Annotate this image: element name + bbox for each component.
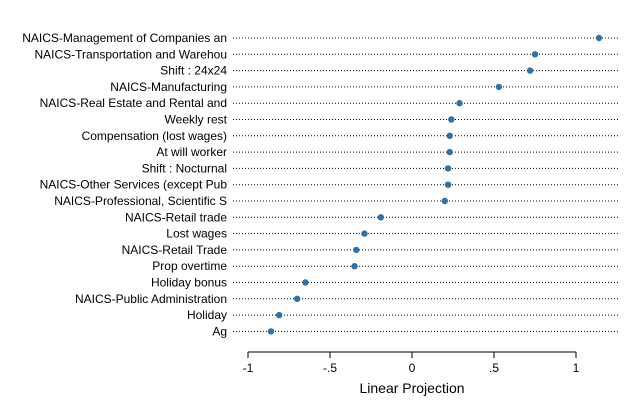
- category-label: Prop overtime: [152, 259, 227, 273]
- data-point: [448, 116, 455, 123]
- category-labels: NAICS-Management of Companies an NAICS-Tr…: [22, 31, 227, 338]
- data-point: [267, 328, 275, 335]
- category-label: Holiday: [187, 308, 227, 322]
- category-label: Compensation (lost wages): [82, 129, 227, 143]
- category-label: NAICS-Transportation and Warehou: [34, 47, 227, 61]
- x-tick-label: -1: [243, 361, 254, 375]
- x-tick-label: .5: [489, 361, 499, 375]
- category-label: Shift : Nocturnal: [142, 161, 227, 175]
- category-label: NAICS-Retail trade: [125, 210, 227, 224]
- category-label: NAICS-Public Administration: [75, 292, 227, 306]
- data-point: [531, 51, 539, 58]
- category-label: NAICS-Management of Companies an: [22, 31, 227, 45]
- category-label: Ag: [212, 324, 227, 338]
- category-label: NAICS-Manufacturing: [110, 80, 227, 94]
- category-label: At will worker: [156, 145, 227, 159]
- category-label: NAICS-Retail Trade: [122, 243, 228, 257]
- data-point: [302, 279, 309, 286]
- data-point: [275, 311, 283, 319]
- category-label: Holiday bonus: [151, 276, 227, 290]
- data-point: [446, 132, 453, 139]
- category-label: Lost wages: [166, 227, 227, 241]
- data-point: [526, 67, 534, 74]
- data-point: [377, 214, 385, 221]
- data-point: [294, 295, 301, 302]
- category-label: NAICS-Professional, Scientific S: [54, 194, 227, 208]
- guide-lines: [233, 37, 618, 332]
- category-label: Weekly rest: [165, 113, 228, 127]
- data-point: [446, 148, 453, 156]
- category-label: NAICS-Other Services (except Pub: [40, 178, 228, 192]
- data-points: [267, 34, 603, 335]
- x-axis-title: Linear Projection: [359, 380, 464, 396]
- x-tick-label: 0: [409, 361, 416, 375]
- category-label: Shift : 24x24: [160, 64, 227, 78]
- data-point: [444, 165, 452, 172]
- data-point: [595, 34, 603, 42]
- data-point: [351, 263, 358, 270]
- data-point: [441, 197, 448, 205]
- x-tick-label: 1: [573, 361, 580, 375]
- data-point: [456, 100, 463, 107]
- data-point: [353, 246, 360, 254]
- data-point: [495, 83, 503, 91]
- data-point: [444, 181, 452, 188]
- data-point: [361, 230, 368, 237]
- category-label: NAICS-Real Estate and Rental and: [40, 96, 227, 110]
- x-axis-ticks: -1 -.5 0 .5 1: [243, 352, 580, 375]
- x-tick-label: -.5: [323, 361, 337, 375]
